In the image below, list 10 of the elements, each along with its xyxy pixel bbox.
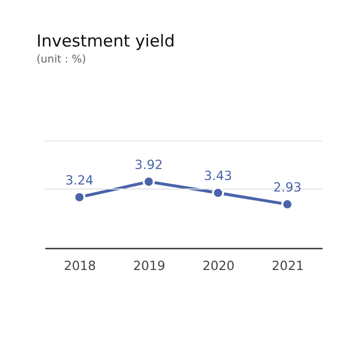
data-label: 3.92: [134, 157, 163, 172]
data-label: 3.43: [204, 168, 232, 184]
x-tick-label: 2021: [272, 258, 304, 273]
data-label: 3.24: [65, 172, 94, 188]
x-tick-label: 2020: [202, 258, 235, 273]
chart-title: Investment yield: [36, 32, 175, 51]
chart-subtitle: (unit : %): [36, 52, 86, 66]
x-tick-label: 2019: [133, 258, 166, 273]
data-label: 2.93: [273, 180, 302, 195]
x-tick-label: 2018: [64, 258, 96, 273]
